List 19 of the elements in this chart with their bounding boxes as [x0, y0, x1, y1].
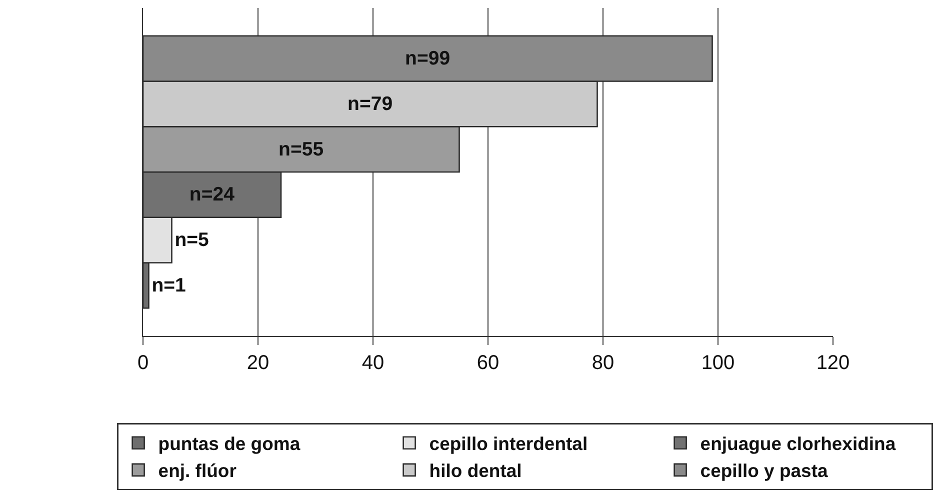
x-tick-label: 120	[816, 352, 850, 374]
data-label: n=5	[174, 229, 210, 252]
data-label: n=55	[278, 138, 324, 160]
data-label: n=1	[152, 274, 186, 296]
data-label: n=99	[405, 48, 450, 70]
legend-label: enjuague clorhexidina	[700, 433, 896, 454]
legend-label: hilo dental	[429, 460, 522, 482]
data-label: n=79	[348, 92, 393, 115]
x-tick-label: 0	[137, 352, 149, 374]
legend-label: enj. flúor	[158, 460, 236, 482]
x-tick-label: 80	[592, 352, 614, 374]
x-tick-label: 60	[476, 352, 500, 374]
x-tick-label: 100	[701, 352, 735, 374]
data-label: n=24	[189, 184, 235, 206]
legend-label: cepillo y pasta	[700, 460, 829, 482]
legend-label: cepillo interdental	[429, 433, 588, 454]
x-tick-label: 20	[246, 352, 270, 374]
x-tick-label: 40	[362, 352, 384, 374]
legend-label: puntas de goma	[158, 433, 301, 454]
